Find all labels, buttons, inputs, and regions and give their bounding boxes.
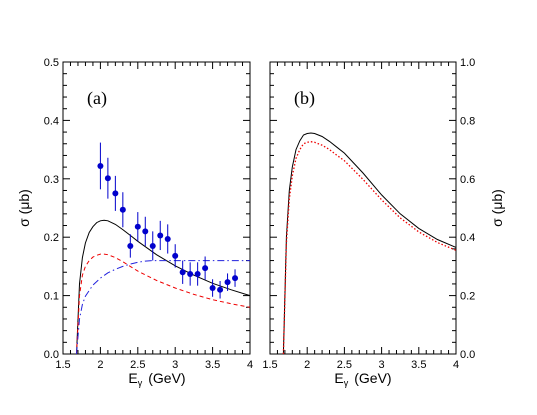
curve-solid: [76, 219, 251, 355]
data-point: [224, 279, 231, 286]
data-point: [232, 275, 239, 282]
x-ticks-b: 1.5 2 2.5 3 3.5 4: [262, 62, 459, 371]
data-point: [172, 252, 179, 259]
x-tick-label: 2.5: [337, 359, 352, 371]
curves-b: [282, 132, 457, 355]
data-point: [134, 223, 141, 230]
y-tick-label: 0.0: [44, 349, 59, 361]
y-tick-label: 0.8: [460, 115, 475, 127]
y-tick-label: 0.5: [44, 57, 59, 69]
x-tick-label: 3: [379, 359, 385, 371]
x-tick-label: 4: [453, 359, 459, 371]
curve-solid: [282, 132, 457, 355]
x-tick-label: 1.5: [262, 359, 277, 371]
y-tick-label: 0.0: [460, 349, 475, 361]
x-tick-label: 4: [247, 359, 253, 371]
data-point: [149, 242, 156, 249]
panel-b: 0.0 0.2 0.4 0.6 0.8 1.0 1.5 2 2.5 3 3.5 4 (b) σ (μ…: [262, 57, 505, 388]
x-ticks-a: 1.5 2 2.5 3 3.5 4: [55, 62, 253, 371]
y-axis-label-b: σ (μb): [489, 189, 505, 227]
data-point: [179, 269, 186, 276]
y-tick-label: 0.2: [460, 291, 475, 303]
data-point: [164, 235, 171, 242]
x-tick-label: 3.5: [205, 359, 220, 371]
plot-frame-b: [269, 61, 457, 355]
y-tick-label: 0.6: [460, 174, 475, 186]
y-tick-label: 0.4: [460, 232, 475, 244]
data-point: [104, 175, 111, 182]
y-tick-label: 0.4: [44, 115, 59, 127]
y-tick-label: 0.3: [44, 174, 59, 186]
curve-dashdot: [76, 260, 250, 355]
y-tick-label: 0.1: [44, 291, 59, 303]
y-tick-label: 0.2: [44, 232, 59, 244]
x-tick-label: 3: [172, 359, 178, 371]
data-point: [194, 270, 201, 277]
data-point: [127, 242, 134, 249]
x-axis-label-a: Eγ (GeV): [128, 370, 185, 388]
panel-a: 0.0 0.1 0.2 0.3 0.4 0.5 1.5 2 2.5 3 3.5 4 (a) σ (μ…: [16, 57, 253, 388]
x-axis-label-b: Eγ (GeV): [334, 370, 391, 388]
panel-label-a: (a): [87, 88, 107, 109]
data-point: [112, 190, 119, 197]
data-point: [209, 285, 216, 292]
curve-dashed: [76, 253, 251, 355]
plot-frame-a: [62, 61, 251, 355]
y-axis-label-a: σ (μb): [16, 189, 32, 227]
y-tick-label: 1.0: [460, 57, 475, 69]
y-ticks-b: 0.0 0.2 0.4 0.6 0.8 1.0: [270, 57, 475, 361]
x-tick-label: 2: [304, 359, 310, 371]
y-ticks-a: 0.0 0.1 0.2 0.3 0.4 0.5: [44, 57, 250, 361]
data-point: [202, 265, 209, 272]
panel-label-b: (b): [294, 88, 315, 109]
x-tick-label: 3.5: [411, 359, 426, 371]
x-tick-label: 2.5: [130, 359, 145, 371]
x-tick-label: 2: [97, 359, 103, 371]
curve-dotted: [282, 141, 457, 355]
data-point: [142, 228, 149, 235]
data-points-a: [97, 142, 239, 299]
data-point: [119, 206, 126, 213]
data-point: [97, 162, 104, 169]
curves-a: [76, 219, 251, 355]
data-point: [157, 232, 164, 239]
data-point: [217, 286, 224, 293]
data-point: [187, 270, 194, 277]
x-tick-label: 1.5: [55, 359, 70, 371]
